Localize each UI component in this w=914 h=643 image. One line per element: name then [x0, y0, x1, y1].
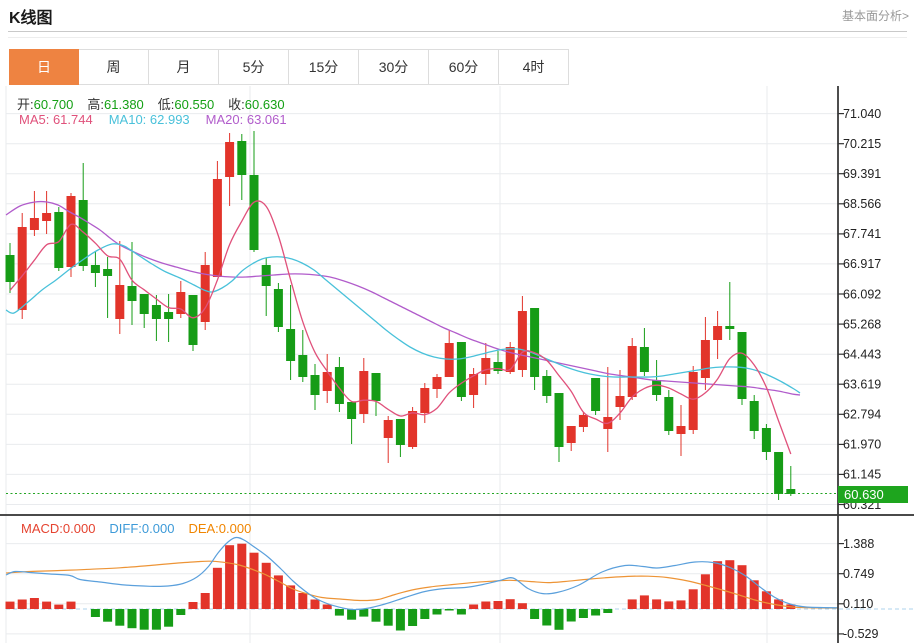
svg-text:63.619: 63.619 — [843, 378, 881, 392]
svg-text:70.215: 70.215 — [843, 137, 881, 151]
svg-text:61.970: 61.970 — [843, 438, 881, 452]
svg-text:65.268: 65.268 — [843, 317, 881, 331]
svg-text:64.443: 64.443 — [843, 348, 881, 362]
svg-text:0.749: 0.749 — [843, 567, 874, 581]
svg-text:66.092: 66.092 — [843, 287, 881, 301]
svg-text:69.391: 69.391 — [843, 167, 881, 181]
svg-text:67.741: 67.741 — [843, 227, 881, 241]
svg-text:60.630: 60.630 — [844, 487, 884, 502]
svg-text:68.566: 68.566 — [843, 197, 881, 211]
svg-text:62.794: 62.794 — [843, 408, 881, 422]
svg-text:1.388: 1.388 — [843, 537, 874, 551]
svg-text:-0.529: -0.529 — [843, 627, 878, 641]
svg-text:71.040: 71.040 — [843, 107, 881, 121]
svg-text:61.145: 61.145 — [843, 468, 881, 482]
svg-text:0.110: 0.110 — [843, 597, 873, 611]
svg-text:66.917: 66.917 — [843, 257, 881, 271]
